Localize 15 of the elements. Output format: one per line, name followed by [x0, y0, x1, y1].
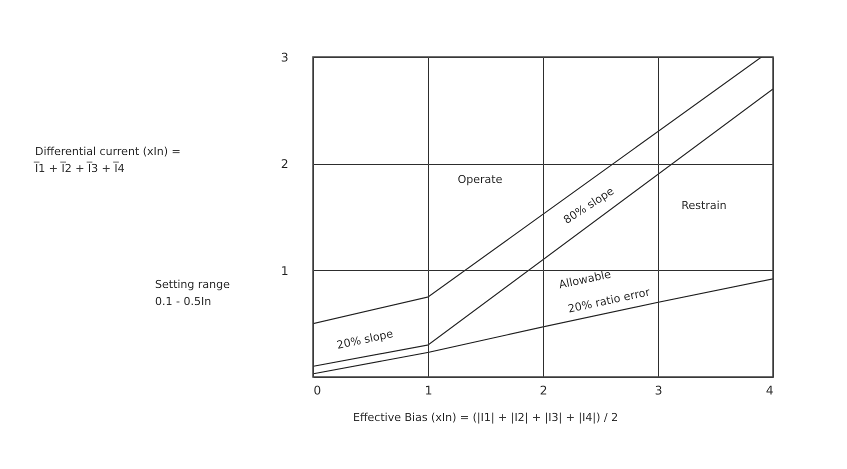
y-tick-label: 1 — [280, 264, 288, 278]
x-tick-label: 3 — [654, 384, 662, 398]
annotation: 20% slope — [336, 327, 394, 352]
annotation: Allowable — [558, 268, 612, 292]
y-tick-label: 3 — [280, 50, 288, 64]
x-tick-label: 1 — [424, 384, 432, 398]
text: Setting range 0.1 - 0.5In — [155, 278, 230, 308]
text: Differential current (xIn) = I̅1 + I̅2 + I̅3 + I̅4 — [33, 145, 181, 175]
x-axis-title: Effective Bias (xIn) = (|I1| + |I2| + |I3| + |I4|) / 2 — [353, 411, 618, 424]
annotation: Restrain — [681, 199, 727, 212]
annotation: Operate — [458, 173, 503, 186]
x-tick-label: 0 — [314, 384, 322, 398]
x-tick-label: 2 — [540, 384, 548, 398]
x-tick-label: 4 — [766, 384, 774, 398]
y-tick-label: 2 — [280, 157, 288, 172]
